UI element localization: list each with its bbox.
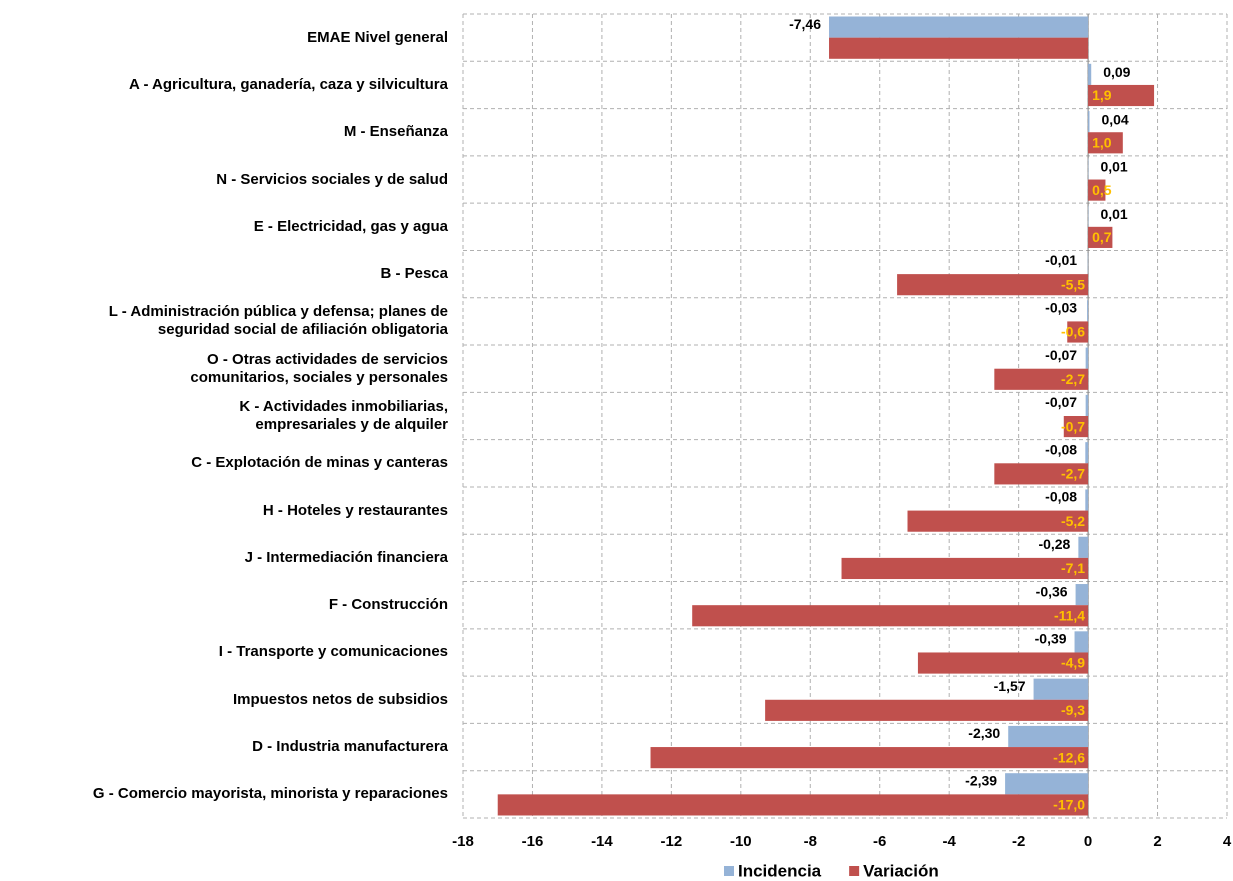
bar bbox=[1085, 489, 1089, 511]
value-label: 0,04 bbox=[1101, 111, 1128, 127]
value-label: 0,7 bbox=[1092, 229, 1112, 245]
bar bbox=[1078, 536, 1089, 558]
category-label: L - Administración pública y defensa; pl… bbox=[108, 303, 448, 339]
value-label: 1,0 bbox=[1092, 135, 1112, 151]
value-label: -0,28 bbox=[1038, 536, 1070, 552]
value-label: -0,01 bbox=[1045, 252, 1077, 268]
value-label: 0,5 bbox=[1092, 182, 1112, 198]
bar bbox=[994, 368, 1089, 390]
bar bbox=[692, 605, 1089, 627]
value-label: -2,30 bbox=[968, 725, 1000, 741]
value-label: -11,4 bbox=[1054, 607, 1085, 623]
bar bbox=[497, 794, 1089, 816]
x-tick-label: 4 bbox=[1223, 833, 1232, 850]
x-tick-label: -6 bbox=[873, 833, 886, 850]
bar bbox=[1088, 226, 1113, 248]
x-tick-label: -2 bbox=[1012, 833, 1025, 850]
bar bbox=[1087, 300, 1089, 322]
legend-swatch bbox=[724, 866, 734, 876]
bar bbox=[765, 699, 1089, 721]
bar bbox=[829, 37, 1089, 59]
category-label: I - Transporte y comunicaciones bbox=[218, 643, 448, 661]
value-label: 0,01 bbox=[1100, 159, 1127, 175]
bar bbox=[994, 463, 1089, 485]
category-label: E - Electricidad, gas y agua bbox=[253, 217, 448, 235]
bar bbox=[829, 16, 1089, 38]
bar bbox=[1088, 84, 1155, 107]
category-label: D - Industria manufacturera bbox=[252, 738, 448, 756]
x-tick-label: 2 bbox=[1153, 833, 1161, 850]
bar bbox=[917, 652, 1089, 674]
bar bbox=[1008, 725, 1089, 748]
value-label: -0,7 bbox=[1061, 418, 1085, 434]
bar bbox=[1005, 773, 1089, 795]
legend-label: Variación bbox=[863, 861, 939, 880]
bar bbox=[1088, 63, 1092, 85]
x-tick-label: -16 bbox=[522, 833, 544, 850]
legend-label: Incidencia bbox=[738, 861, 822, 880]
value-label: -0,08 bbox=[1045, 441, 1077, 457]
value-label: -0,07 bbox=[1045, 394, 1077, 410]
value-label: 0,09 bbox=[1103, 64, 1130, 80]
bar bbox=[1075, 584, 1089, 606]
x-tick-label: -18 bbox=[452, 833, 474, 850]
bar bbox=[1088, 132, 1123, 154]
bar bbox=[1067, 321, 1089, 343]
value-label: -5,5 bbox=[1061, 276, 1085, 292]
value-label: -7,1 bbox=[1061, 560, 1085, 576]
bar bbox=[1033, 678, 1089, 700]
value-label: -0,36 bbox=[1036, 583, 1068, 599]
value-label: -1,57 bbox=[994, 678, 1026, 694]
value-label: -0,6 bbox=[1061, 324, 1085, 340]
bar bbox=[1088, 111, 1090, 133]
category-label: B - Pesca bbox=[380, 265, 448, 283]
value-label: -2,7 bbox=[1061, 466, 1085, 482]
bar bbox=[1088, 179, 1106, 201]
category-label: C - Explotación de minas y canteras bbox=[191, 454, 448, 472]
category-label: G - Comercio mayorista, minorista y repa… bbox=[92, 785, 448, 803]
bar bbox=[650, 747, 1089, 769]
bar bbox=[1074, 631, 1089, 653]
value-label: -7,46 bbox=[789, 16, 821, 32]
bar bbox=[1063, 416, 1089, 438]
value-label: -4,9 bbox=[1061, 655, 1085, 671]
value-label: 1,9 bbox=[1092, 87, 1112, 103]
x-tick-label: -8 bbox=[804, 833, 817, 850]
value-label: -0,08 bbox=[1045, 489, 1077, 505]
x-tick-label: -14 bbox=[591, 833, 613, 850]
bar bbox=[1085, 394, 1089, 416]
category-label: K - Actividades inmobiliarias, empresari… bbox=[239, 398, 448, 433]
value-label: -5,2 bbox=[1061, 513, 1085, 529]
value-label: -0,07 bbox=[1045, 347, 1077, 363]
category-label: H - Hoteles y restaurantes bbox=[262, 501, 448, 519]
value-label: -12,6 bbox=[1053, 749, 1085, 765]
value-label: 0,01 bbox=[1100, 206, 1127, 222]
bar bbox=[1085, 347, 1089, 369]
x-tick-label: -12 bbox=[661, 833, 683, 850]
value-label: -2,39 bbox=[965, 772, 997, 788]
category-label: O - Otras actividades de servicios comun… bbox=[190, 350, 448, 386]
legend-swatch bbox=[849, 866, 860, 876]
category-label: A - Agricultura, ganadería, caza y silvi… bbox=[129, 75, 448, 93]
value-label: -9,3 bbox=[1061, 702, 1085, 718]
x-tick-label: 0 bbox=[1084, 833, 1092, 850]
value-label: -17,0 bbox=[1053, 797, 1085, 813]
category-label: EMAE Nivel general bbox=[307, 28, 448, 46]
x-tick-label: -4 bbox=[943, 833, 957, 850]
category-label: F - Construcción bbox=[328, 596, 448, 614]
bar bbox=[841, 557, 1089, 580]
bar bbox=[1085, 442, 1089, 464]
value-label: -0,03 bbox=[1045, 300, 1077, 316]
category-label: Impuestos netos de subsidios bbox=[232, 690, 448, 708]
x-tick-label: -10 bbox=[730, 833, 752, 850]
value-label: -0,39 bbox=[1035, 631, 1067, 647]
value-label: -2,7 bbox=[1061, 371, 1085, 387]
category-label: J - Intermediación financiera bbox=[244, 548, 448, 566]
category-label: N - Servicios sociales y de salud bbox=[216, 170, 448, 188]
bar bbox=[897, 274, 1089, 296]
category-label: M - Enseñanza bbox=[343, 123, 448, 141]
bar bbox=[907, 510, 1089, 532]
